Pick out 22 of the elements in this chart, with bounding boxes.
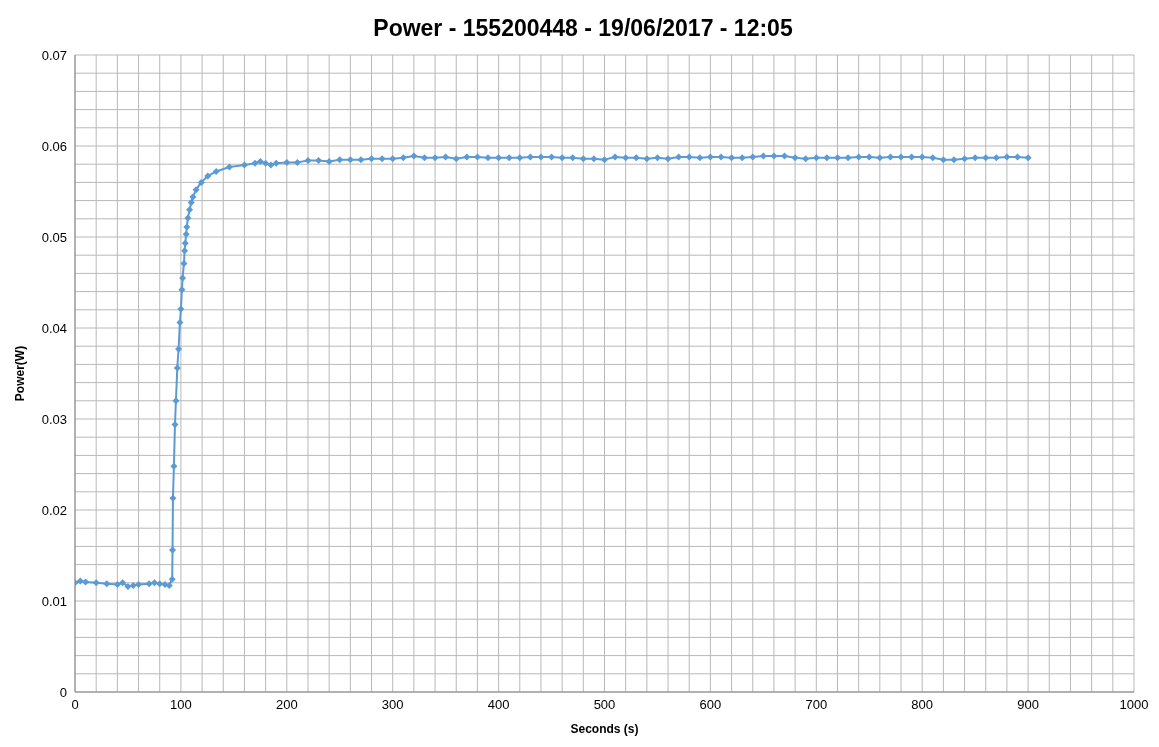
chart-title: Power - 155200448 - 19/06/2017 - 12:05 — [372, 14, 794, 43]
y-tick-label: 0.05 — [41, 229, 67, 245]
x-tick-label: 1000 — [1119, 697, 1149, 713]
x-tick-label: 700 — [805, 697, 828, 713]
y-tick-label: 0.01 — [41, 593, 67, 609]
x-tick-label: 200 — [275, 697, 298, 713]
y-axis-title: Power(W) — [13, 345, 28, 402]
x-tick-label: 100 — [170, 697, 192, 713]
y-tick-label: 0.04 — [41, 320, 67, 336]
x-axis-title: Seconds (s) — [570, 722, 639, 736]
x-tick-label: 300 — [381, 697, 404, 713]
y-tick-label: 0.03 — [41, 411, 67, 427]
y-tick-label: 0.07 — [41, 47, 67, 63]
x-tick-label: 600 — [699, 697, 722, 713]
x-tick-label: 0 — [71, 697, 79, 713]
x-tick-label: 900 — [1017, 697, 1039, 713]
x-tick-label: 400 — [487, 697, 510, 713]
y-tick-label: 0.06 — [41, 138, 67, 154]
x-tick-label: 500 — [593, 697, 616, 713]
y-tick-label: 0.02 — [41, 502, 67, 518]
y-tick-label: 0 — [59, 684, 67, 700]
x-tick-label: 800 — [911, 697, 934, 713]
